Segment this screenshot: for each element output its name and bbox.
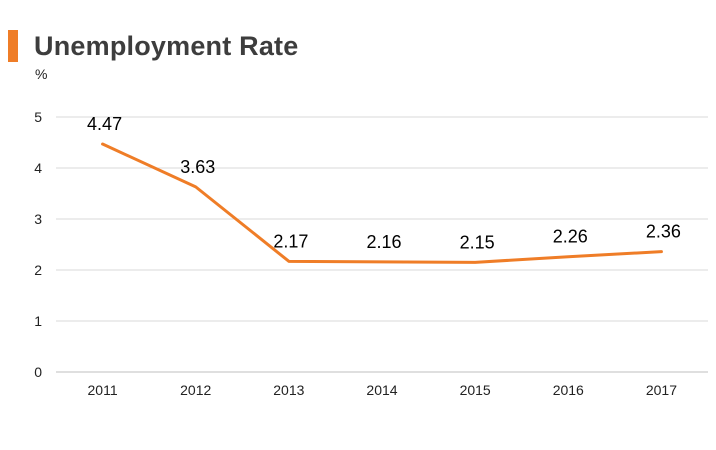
title-accent-bar	[8, 30, 18, 62]
y-tick-label: 2	[34, 262, 42, 278]
data-label: 2.16	[366, 232, 401, 252]
chart-title: Unemployment Rate	[34, 30, 299, 61]
data-label: 2.26	[553, 227, 588, 247]
x-tick-label: 2012	[180, 382, 211, 398]
series-line	[101, 142, 663, 264]
y-axis-ticks: 0 1 2 3 4 5	[34, 109, 42, 380]
data-label: 4.47	[87, 114, 122, 134]
data-label: 3.63	[180, 157, 215, 177]
x-tick-label: 2016	[553, 382, 584, 398]
series-lines	[101, 142, 663, 264]
y-tick-label: 4	[34, 160, 42, 176]
y-tick-label: 5	[34, 109, 42, 125]
x-tick-label: 2013	[273, 382, 304, 398]
data-label: 2.15	[460, 232, 495, 252]
x-tick-label: 2017	[646, 382, 677, 398]
data-label: 2.36	[646, 222, 681, 242]
x-tick-label: 2014	[366, 382, 397, 398]
x-tick-label: 2015	[460, 382, 491, 398]
chart-header: Unemployment Rate	[8, 30, 298, 62]
y-tick-label: 0	[34, 364, 42, 380]
x-tick-label: 2011	[88, 382, 118, 398]
grid-lines	[56, 116, 708, 373]
data-label: 2.17	[273, 231, 308, 251]
y-tick-label: 1	[34, 313, 42, 329]
y-tick-label: 3	[34, 211, 42, 227]
x-axis-ticks: 2011 2012 2013 2014 2015 2016 2017	[88, 382, 678, 398]
data-labels: 4.47 3.63 2.17 2.16 2.15 2.26 2.36	[87, 114, 681, 252]
y-axis-unit-label: %	[35, 66, 47, 82]
